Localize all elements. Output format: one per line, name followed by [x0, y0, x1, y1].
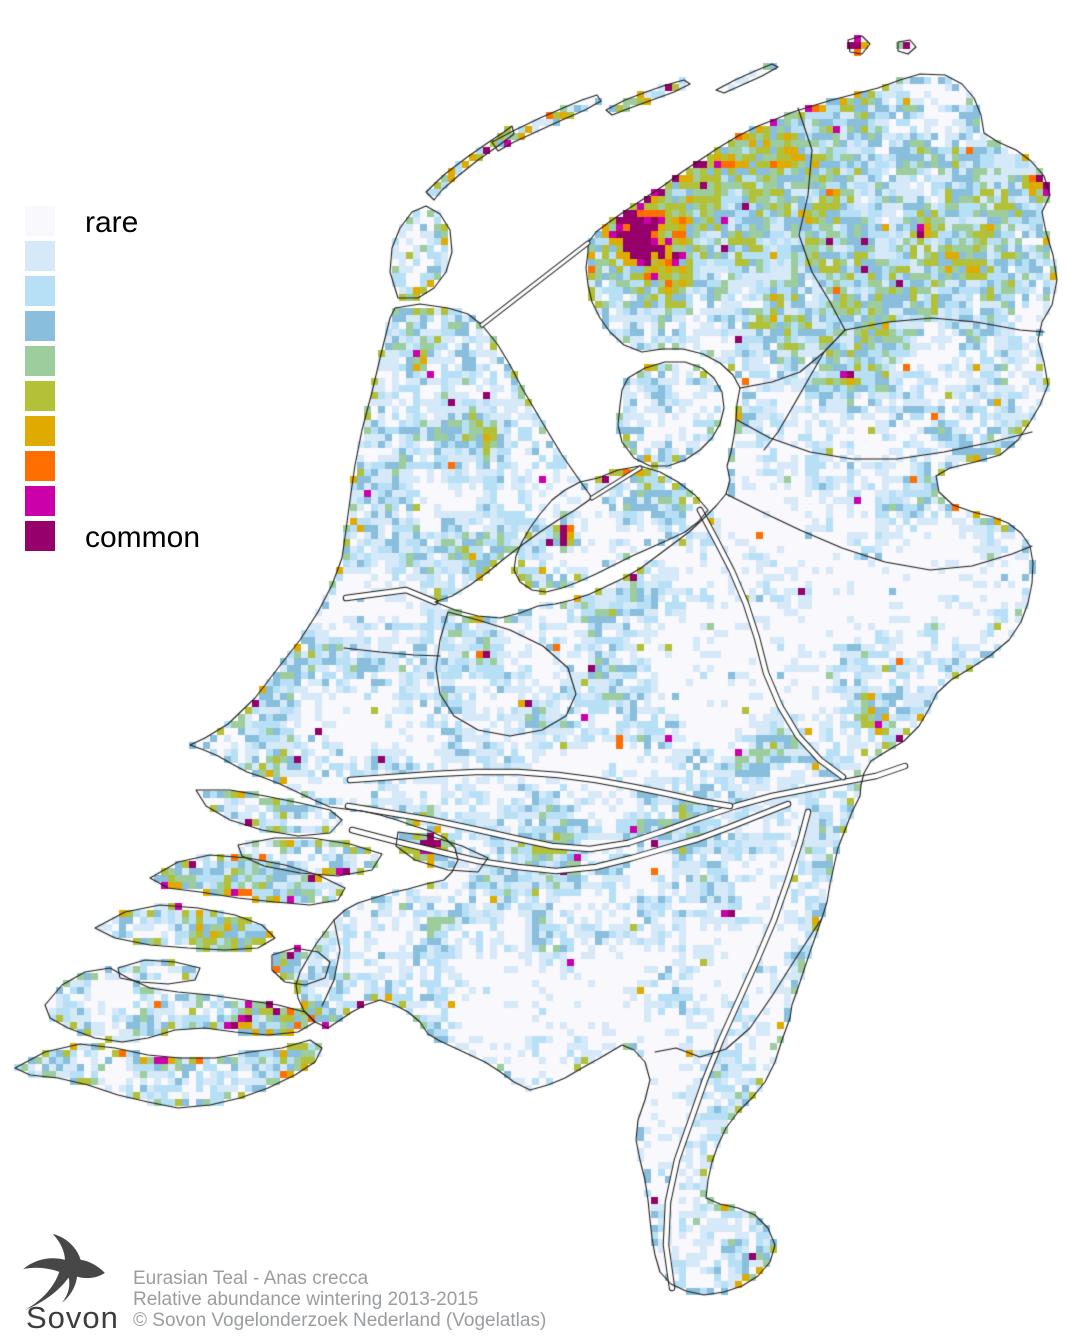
legend-color-ramp [25, 206, 265, 551]
caption-copyright: © Sovon Vogelonderzoek Nederland (Vogela… [133, 1310, 547, 1331]
abundance-legend: rare common [25, 206, 265, 556]
caption-species: Eurasian Teal - Anas crecca [133, 1268, 369, 1289]
legend-swatch-9 [25, 486, 55, 516]
legend-label-common: common [85, 521, 201, 554]
legend-swatch-6 [25, 381, 55, 411]
legend-swatch-4 [25, 311, 55, 341]
sovon-swallow-logo-icon [23, 1233, 105, 1310]
caption-subtitle: Relative abundance wintering 2013-2015 [133, 1289, 479, 1310]
legend-swatch-2 [25, 241, 55, 271]
legend-swatch-10 [25, 521, 55, 551]
legend-swatch-8 [25, 451, 55, 481]
legend-swatch-7 [25, 416, 55, 446]
map-caption: Eurasian Teal - Anas crecca Relative abu… [133, 1268, 546, 1331]
legend-swatch-5 [25, 346, 55, 376]
legend-swatch-1 [25, 206, 55, 236]
legend-swatch-3 [25, 276, 55, 306]
sovon-wordmark: Sovon [26, 1300, 119, 1335]
legend-label-rare: rare [85, 206, 139, 239]
